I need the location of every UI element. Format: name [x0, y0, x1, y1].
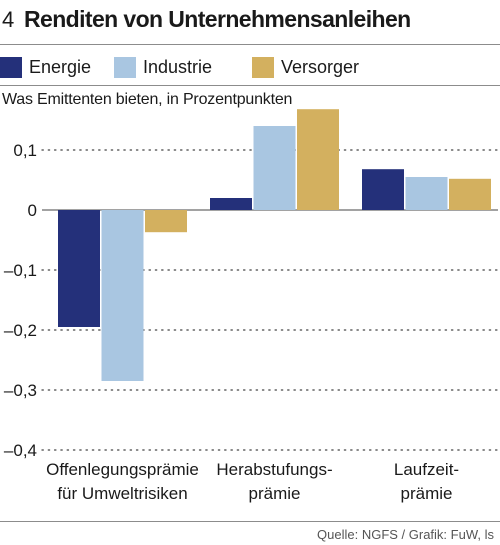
legend-label-versorger: Versorger [281, 57, 360, 77]
legend-swatch-industrie [114, 57, 136, 78]
header-rule [0, 44, 500, 45]
y-tick-label: 0 [28, 201, 37, 220]
bar-energie-1 [210, 198, 252, 210]
footer-rule [0, 521, 500, 522]
x-category-label: für Umweltrisiken [57, 484, 187, 503]
bar-versorger-1 [297, 109, 339, 210]
legend-swatch-versorger [252, 57, 274, 78]
source-note: Quelle: NGFS / Grafik: FuW, ls [317, 527, 494, 542]
figure-number: 4 [2, 7, 15, 32]
y-tick-label: –0,3 [4, 381, 37, 400]
legend-rule [0, 85, 500, 86]
y-tick-label: –0,2 [4, 321, 37, 340]
chart-plot: 0,1 0 –0,1 –0,2 –0,3 –0,4 Offenlegungsprämie fü… [4, 109, 499, 503]
bar-industrie-2 [405, 177, 448, 210]
bar-industrie-0 [101, 210, 144, 381]
bar-energie-0 [58, 210, 100, 327]
bar-versorger-0 [145, 210, 187, 233]
x-category-label: Offenlegungsprämie [46, 460, 199, 479]
bar-energie-2 [362, 169, 404, 210]
y-tick-label: 0,1 [13, 141, 37, 160]
chart-header: 4 Renditen von Unternehmensanleihen [0, 0, 500, 44]
x-category-label: Laufzeit- [394, 460, 459, 479]
bar-industrie-1 [253, 126, 296, 210]
y-tick-label: –0,4 [4, 441, 37, 460]
legend: Energie Industrie Versorger [0, 53, 500, 83]
y-tick-label: –0,1 [4, 261, 37, 280]
x-category-label: Herabstufungs- [216, 460, 332, 479]
bar-versorger-2 [449, 178, 491, 210]
legend-label-energie: Energie [29, 57, 92, 77]
x-category-label: prämie [249, 484, 301, 503]
x-category-label: prämie [401, 484, 453, 503]
legend-label-industrie: Industrie [143, 57, 213, 77]
legend-swatch-energie [0, 57, 22, 78]
chart-title: Renditen von Unternehmensanleihen [24, 6, 411, 32]
chart-subtitle: Was Emittenten bieten, in Prozentpunkten [2, 91, 293, 108]
